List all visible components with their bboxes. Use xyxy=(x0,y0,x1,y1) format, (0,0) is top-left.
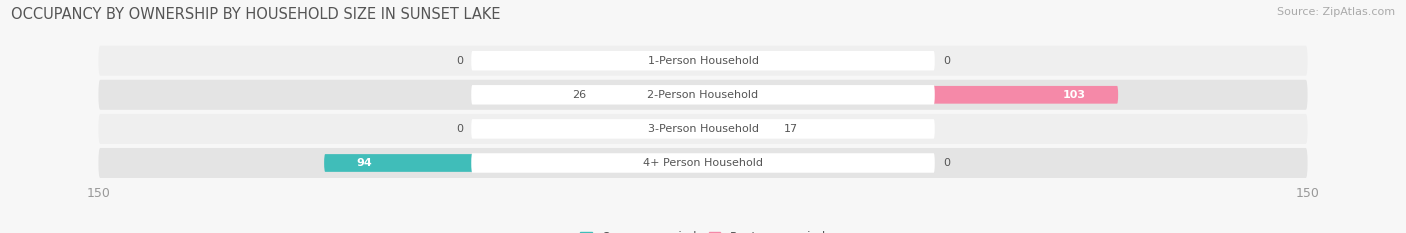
Text: 2-Person Household: 2-Person Household xyxy=(647,90,759,100)
Text: OCCUPANCY BY OWNERSHIP BY HOUSEHOLD SIZE IN SUNSET LAKE: OCCUPANCY BY OWNERSHIP BY HOUSEHOLD SIZE… xyxy=(11,7,501,22)
FancyBboxPatch shape xyxy=(98,114,1308,144)
FancyBboxPatch shape xyxy=(471,85,935,105)
FancyBboxPatch shape xyxy=(325,154,703,172)
Text: 17: 17 xyxy=(783,124,797,134)
Text: 103: 103 xyxy=(1063,90,1085,100)
FancyBboxPatch shape xyxy=(471,119,935,139)
Text: 0: 0 xyxy=(943,56,950,66)
Text: 0: 0 xyxy=(456,56,463,66)
Text: 4+ Person Household: 4+ Person Household xyxy=(643,158,763,168)
FancyBboxPatch shape xyxy=(598,86,703,104)
FancyBboxPatch shape xyxy=(98,46,1308,76)
Text: 3-Person Household: 3-Person Household xyxy=(648,124,758,134)
FancyBboxPatch shape xyxy=(703,86,1118,104)
Text: Source: ZipAtlas.com: Source: ZipAtlas.com xyxy=(1277,7,1395,17)
Legend: Owner-occupied, Renter-occupied: Owner-occupied, Renter-occupied xyxy=(575,226,831,233)
Text: 0: 0 xyxy=(456,124,463,134)
FancyBboxPatch shape xyxy=(98,148,1308,178)
FancyBboxPatch shape xyxy=(471,51,935,70)
Text: 26: 26 xyxy=(572,90,586,100)
Text: 1-Person Household: 1-Person Household xyxy=(648,56,758,66)
FancyBboxPatch shape xyxy=(471,153,935,173)
FancyBboxPatch shape xyxy=(703,120,772,138)
Text: 0: 0 xyxy=(943,158,950,168)
Text: 94: 94 xyxy=(356,158,373,168)
FancyBboxPatch shape xyxy=(98,80,1308,110)
